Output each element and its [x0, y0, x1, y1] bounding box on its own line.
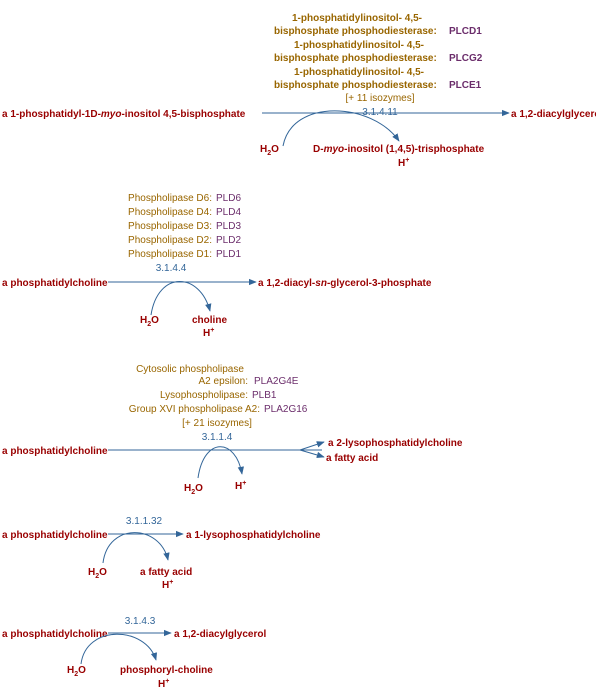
reaction-arrow-lower [299, 449, 325, 459]
reaction-3: Cytosolic phospholipase A2 epsilon: PLA2… [2, 364, 463, 496]
side-arrow [150, 281, 212, 316]
enzyme-name-line[interactable]: bisphosphate phosphodiesterase: [274, 53, 437, 64]
product[interactable]: a 1,2-diacylglycerol [174, 629, 266, 640]
gene-link[interactable]: PLCD1 [449, 26, 482, 37]
coproduct-proton[interactable]: H+ [235, 480, 246, 492]
enzyme-name[interactable]: Phospholipase D3: [128, 221, 212, 232]
gene-link[interactable]: PLCG2 [449, 53, 483, 64]
coproduct-proton[interactable]: H+ [158, 678, 169, 690]
coproduct[interactable]: phosphoryl-choline [120, 665, 213, 676]
reaction-arrow-upper [299, 441, 325, 451]
enzyme-name[interactable]: Group XVI phospholipase A2: [129, 404, 260, 415]
substrate[interactable]: a phosphatidylcholine [2, 629, 108, 640]
cosubstrate[interactable]: H2O [260, 144, 279, 157]
isozymes-link[interactable]: [+ 21 isozymes] [182, 418, 252, 429]
cosubstrate[interactable]: H2O [88, 567, 107, 580]
product[interactable]: a 1,2-diacyl-sn-glycerol-3-phosphate [258, 278, 432, 289]
substrate[interactable]: a 1-phosphatidyl-1D-myo-inositol 4,5-bis… [2, 109, 246, 120]
substrate[interactable]: a phosphatidylcholine [2, 278, 108, 289]
side-arrow [102, 532, 170, 564]
enzyme-name-line[interactable]: 1-phosphatidylinositol- 4,5- [292, 13, 422, 24]
reaction-1: 1-phosphatidylinositol- 4,5- 1-phosphati… [2, 13, 596, 169]
enzyme-name[interactable]: Lysophospholipase: [160, 390, 248, 401]
enzyme-name[interactable]: Phospholipase D6: [128, 193, 212, 204]
cosubstrate[interactable]: H2O [140, 315, 159, 328]
enzyme-name-line[interactable]: 1-phosphatidylinositol- 4,5- [294, 40, 424, 51]
enzyme-name-line[interactable]: A2 epsilon: [199, 376, 248, 387]
ec-number[interactable]: 3.1.4.4 [156, 263, 187, 274]
enzyme-name[interactable]: Phospholipase D2: [128, 235, 212, 246]
gene-link[interactable]: PLA2G16 [264, 404, 308, 415]
substrate[interactable]: a phosphatidylcholine [2, 530, 108, 541]
gene-link[interactable]: PLD3 [216, 221, 241, 232]
reaction-4: 3.1.1.32 a phosphatidylcholine a 1-lysop… [2, 516, 321, 591]
enzyme-name[interactable]: Phospholipase D1: [128, 249, 212, 260]
side-arrow [282, 110, 400, 147]
gene-link[interactable]: PLA2G4E [254, 376, 299, 387]
enzyme-name-line[interactable]: bisphosphate phosphodiesterase: [274, 26, 437, 37]
side-arrow [197, 446, 244, 479]
product[interactable]: a 2-lysophosphatidylcholine [328, 438, 463, 449]
ec-number[interactable]: 3.1.1.4 [202, 432, 233, 443]
enzyme-name-line[interactable]: 1-phosphatidylinositol- 4,5- [294, 67, 424, 78]
coproduct-proton[interactable]: H+ [398, 157, 409, 169]
product[interactable]: a 1-lysophosphatidylcholine [186, 530, 321, 541]
cosubstrate[interactable]: H2O [67, 665, 86, 678]
cosubstrate[interactable]: H2O [184, 483, 203, 496]
enzyme-name-line[interactable]: bisphosphate phosphodiesterase: [274, 80, 437, 91]
ec-number[interactable]: 3.1.1.32 [126, 516, 163, 527]
enzyme-name-line[interactable]: Cytosolic phospholipase [136, 364, 244, 375]
reaction-5: 3.1.4.3 a phosphatidylcholine a 1,2-diac… [2, 616, 266, 690]
coproduct-proton[interactable]: H+ [203, 327, 214, 339]
isozymes-link[interactable]: [+ 11 isozymes] [345, 93, 414, 104]
reaction-2: Phospholipase D6: Phospholipase D4: Phos… [2, 193, 432, 339]
coproduct-proton[interactable]: H+ [162, 579, 173, 591]
product[interactable]: a 1,2-diacylglycerol [511, 109, 596, 120]
coproduct[interactable]: choline [192, 315, 227, 326]
gene-link[interactable]: PLCE1 [449, 80, 482, 91]
gene-link[interactable]: PLD4 [216, 207, 241, 218]
substrate[interactable]: a phosphatidylcholine [2, 446, 108, 457]
coproduct[interactable]: a fatty acid [140, 567, 192, 578]
side-arrow [80, 633, 158, 665]
enzyme-name[interactable]: Phospholipase D4: [128, 207, 212, 218]
gene-link[interactable]: PLD1 [216, 249, 241, 260]
gene-link[interactable]: PLB1 [252, 390, 277, 401]
gene-link[interactable]: PLD6 [216, 193, 241, 204]
gene-link[interactable]: PLD2 [216, 235, 241, 246]
ec-number[interactable]: 3.1.4.3 [125, 616, 156, 627]
coproduct[interactable]: D-myo-inositol (1,4,5)-trisphosphate [313, 144, 485, 155]
product-2[interactable]: a fatty acid [326, 453, 378, 464]
